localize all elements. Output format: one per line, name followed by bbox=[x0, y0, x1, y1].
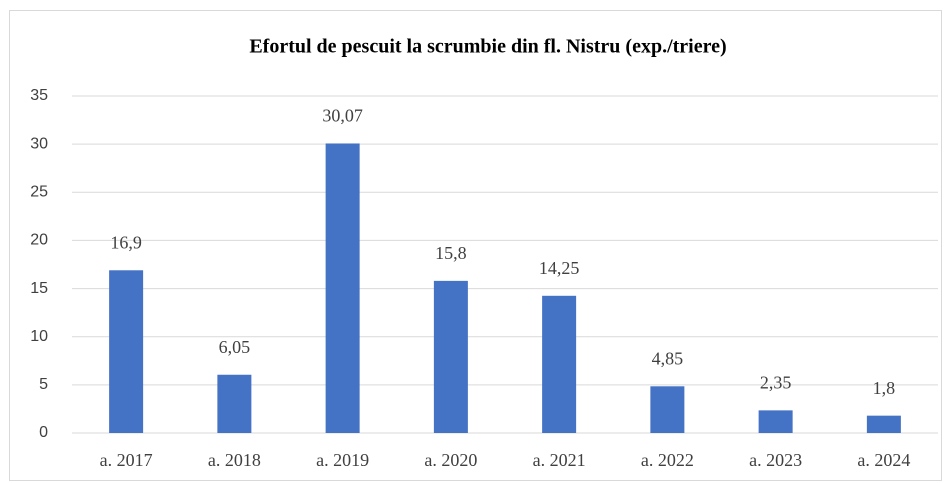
x-tick-label: a. 2024 bbox=[857, 450, 910, 470]
x-tick-label: a. 2023 bbox=[749, 450, 802, 470]
data-label: 15,8 bbox=[435, 243, 467, 263]
data-label: 1,8 bbox=[873, 378, 896, 398]
x-tick-label: a. 2019 bbox=[316, 450, 369, 470]
bar bbox=[650, 386, 685, 433]
x-tick-label: a. 2018 bbox=[208, 450, 261, 470]
y-tick-label: 0 bbox=[39, 424, 48, 441]
y-tick-label: 20 bbox=[30, 232, 48, 249]
x-tick-label: a. 2021 bbox=[533, 450, 586, 470]
y-tick-label: 35 bbox=[30, 87, 48, 104]
data-label: 4,85 bbox=[652, 348, 684, 368]
bar bbox=[866, 415, 901, 433]
data-label: 16,9 bbox=[110, 232, 142, 252]
x-tick-label: a. 2022 bbox=[641, 450, 694, 470]
y-tick-label: 30 bbox=[30, 135, 48, 152]
data-label: 14,25 bbox=[539, 258, 580, 278]
y-tick-label: 5 bbox=[39, 376, 48, 393]
data-label: 2,35 bbox=[760, 372, 792, 392]
y-tick-label: 15 bbox=[30, 280, 48, 297]
bar bbox=[217, 374, 252, 433]
bar bbox=[325, 143, 360, 433]
x-tick-label: a. 2017 bbox=[100, 450, 153, 470]
data-label: 6,05 bbox=[219, 337, 251, 357]
chart-title: Efortul de pescuit la scrumbie din fl. N… bbox=[249, 36, 726, 58]
bar bbox=[433, 280, 468, 433]
bar bbox=[758, 410, 793, 433]
data-label: 30,07 bbox=[322, 106, 363, 126]
chart-border bbox=[9, 10, 942, 481]
x-tick-label: a. 2020 bbox=[424, 450, 477, 470]
bar bbox=[542, 295, 577, 433]
y-tick-label: 10 bbox=[30, 328, 48, 345]
y-tick-label: 25 bbox=[30, 184, 48, 201]
bar bbox=[109, 270, 144, 433]
